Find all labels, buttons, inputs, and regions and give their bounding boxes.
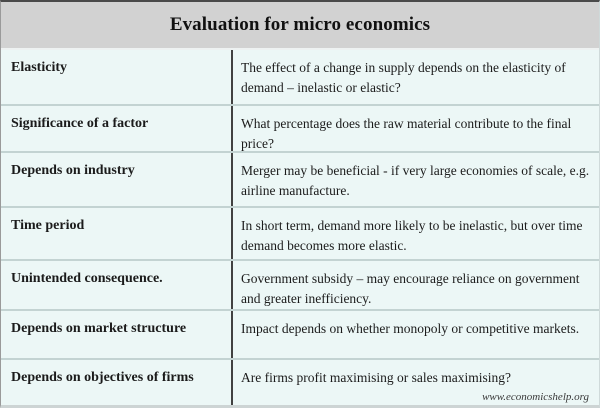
row-label: Depends on market structure	[1, 311, 233, 358]
table-row: Depends on market structure Impact depen…	[1, 309, 599, 358]
table-row: Depends on objectives of firms Are firms…	[1, 358, 599, 405]
table-row: Time period In short term, demand more l…	[1, 206, 599, 259]
row-description: The effect of a change in supply depends…	[241, 60, 566, 95]
row-description: Impact depends on whether monopoly or co…	[241, 321, 580, 336]
title-bar: Evaluation for micro economics	[1, 2, 599, 50]
row-description: Merger may be beneficial - if very large…	[241, 163, 590, 198]
table-row: Depends on industry Merger may be benefi…	[1, 151, 599, 206]
table-row: Unintended consequence. Government subsi…	[1, 259, 599, 309]
row-description: Are firms profit maximising or sales max…	[241, 370, 511, 385]
table-body: Elasticity The effect of a change in sup…	[1, 50, 599, 405]
watermark: www.economicshelp.org	[482, 391, 589, 403]
row-description: What percentage does the raw material co…	[241, 116, 572, 151]
row-label: Depends on industry	[1, 153, 233, 206]
row-label: Elasticity	[1, 50, 233, 104]
row-label: Significance of a factor	[1, 106, 233, 151]
row-description: In short term, demand more likely to be …	[241, 218, 583, 253]
row-description: Government subsidy – may encourage relia…	[241, 271, 580, 306]
table-row: Elasticity The effect of a change in sup…	[1, 50, 599, 104]
row-label: Unintended consequence.	[1, 261, 233, 309]
page-title: Evaluation for micro economics	[169, 14, 431, 35]
row-label: Depends on objectives of firms	[1, 360, 233, 405]
table-row: Significance of a factor What percentage…	[1, 104, 599, 151]
row-label: Time period	[1, 208, 233, 259]
